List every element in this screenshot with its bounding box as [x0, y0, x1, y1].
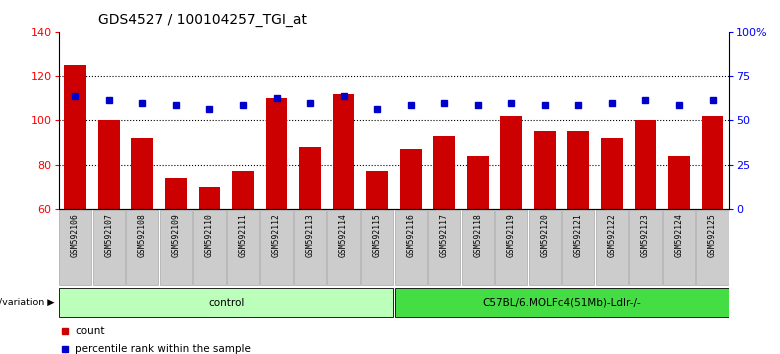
- Bar: [501, 116, 522, 342]
- Bar: [635, 120, 656, 342]
- Bar: [562, 210, 594, 285]
- Bar: [294, 210, 326, 285]
- Text: GSM592116: GSM592116: [406, 213, 415, 257]
- Bar: [534, 131, 555, 342]
- Bar: [702, 116, 723, 342]
- Text: GSM592119: GSM592119: [507, 213, 516, 257]
- Bar: [395, 210, 427, 285]
- Bar: [428, 210, 460, 285]
- Bar: [434, 136, 455, 342]
- Bar: [367, 171, 388, 342]
- Bar: [629, 210, 661, 285]
- Bar: [462, 210, 494, 285]
- Text: GSM592107: GSM592107: [105, 213, 113, 257]
- Bar: [697, 210, 729, 285]
- Bar: [467, 156, 488, 342]
- Bar: [199, 187, 220, 342]
- Bar: [361, 210, 393, 285]
- Bar: [663, 210, 695, 285]
- Bar: [193, 210, 225, 285]
- Text: GSM592106: GSM592106: [71, 213, 80, 257]
- Text: GSM592112: GSM592112: [272, 213, 281, 257]
- Text: GSM592114: GSM592114: [339, 213, 348, 257]
- Text: GSM592108: GSM592108: [138, 213, 147, 257]
- Text: GSM592124: GSM592124: [675, 213, 683, 257]
- Bar: [668, 156, 690, 342]
- Bar: [529, 210, 561, 285]
- Text: GSM592110: GSM592110: [205, 213, 214, 257]
- Bar: [400, 149, 421, 342]
- Bar: [261, 210, 292, 285]
- Text: percentile rank within the sample: percentile rank within the sample: [76, 344, 251, 354]
- Bar: [227, 210, 259, 285]
- Text: control: control: [208, 298, 244, 308]
- Bar: [601, 138, 622, 342]
- Bar: [300, 147, 321, 342]
- Bar: [232, 171, 254, 342]
- Text: genotype/variation ▶: genotype/variation ▶: [0, 298, 55, 307]
- Text: count: count: [76, 326, 105, 336]
- Text: GSM592118: GSM592118: [473, 213, 482, 257]
- Bar: [333, 94, 354, 342]
- Bar: [328, 210, 360, 285]
- Bar: [132, 138, 153, 342]
- Text: GSM592121: GSM592121: [574, 213, 583, 257]
- Bar: [126, 210, 158, 285]
- Text: GSM592122: GSM592122: [608, 213, 616, 257]
- Bar: [59, 210, 91, 285]
- Bar: [165, 178, 186, 342]
- Bar: [395, 288, 729, 317]
- Bar: [495, 210, 527, 285]
- Text: GSM592109: GSM592109: [172, 213, 180, 257]
- Bar: [160, 210, 192, 285]
- Text: GSM592115: GSM592115: [373, 213, 381, 257]
- Bar: [98, 120, 119, 342]
- Bar: [59, 288, 393, 317]
- Text: GSM592120: GSM592120: [541, 213, 549, 257]
- Bar: [568, 131, 589, 342]
- Bar: [266, 98, 287, 342]
- Text: C57BL/6.MOLFc4(51Mb)-Ldlr-/-: C57BL/6.MOLFc4(51Mb)-Ldlr-/-: [482, 298, 641, 308]
- Bar: [93, 210, 125, 285]
- Text: GSM592123: GSM592123: [641, 213, 650, 257]
- Text: GSM592117: GSM592117: [440, 213, 448, 257]
- Text: GSM592125: GSM592125: [708, 213, 717, 257]
- Bar: [65, 65, 86, 342]
- Text: GDS4527 / 100104257_TGI_at: GDS4527 / 100104257_TGI_at: [98, 12, 307, 27]
- Bar: [596, 210, 628, 285]
- Text: GSM592111: GSM592111: [239, 213, 247, 257]
- Text: GSM592113: GSM592113: [306, 213, 314, 257]
